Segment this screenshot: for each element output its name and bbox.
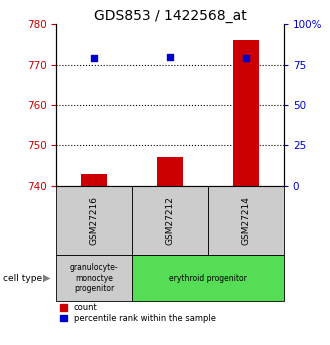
Point xyxy=(91,56,97,61)
Bar xyxy=(208,186,284,255)
Bar xyxy=(56,255,132,301)
Text: GSM27214: GSM27214 xyxy=(241,196,250,245)
Bar xyxy=(233,40,259,186)
Text: erythroid progenitor: erythroid progenitor xyxy=(169,274,247,283)
Text: GSM27216: GSM27216 xyxy=(89,196,99,245)
Text: cell type: cell type xyxy=(3,274,43,283)
Legend: count, percentile rank within the sample: count, percentile rank within the sample xyxy=(60,304,215,323)
Bar xyxy=(81,174,107,186)
Text: granulocyte-
monoctye
progenitor: granulocyte- monoctye progenitor xyxy=(70,263,118,293)
Text: ▶: ▶ xyxy=(43,273,50,283)
Bar xyxy=(132,255,284,301)
Text: GSM27212: GSM27212 xyxy=(165,196,175,245)
Bar xyxy=(157,157,183,186)
Bar xyxy=(132,186,208,255)
Point xyxy=(243,56,248,61)
Point xyxy=(167,55,173,60)
Bar xyxy=(56,186,132,255)
Title: GDS853 / 1422568_at: GDS853 / 1422568_at xyxy=(94,9,246,23)
